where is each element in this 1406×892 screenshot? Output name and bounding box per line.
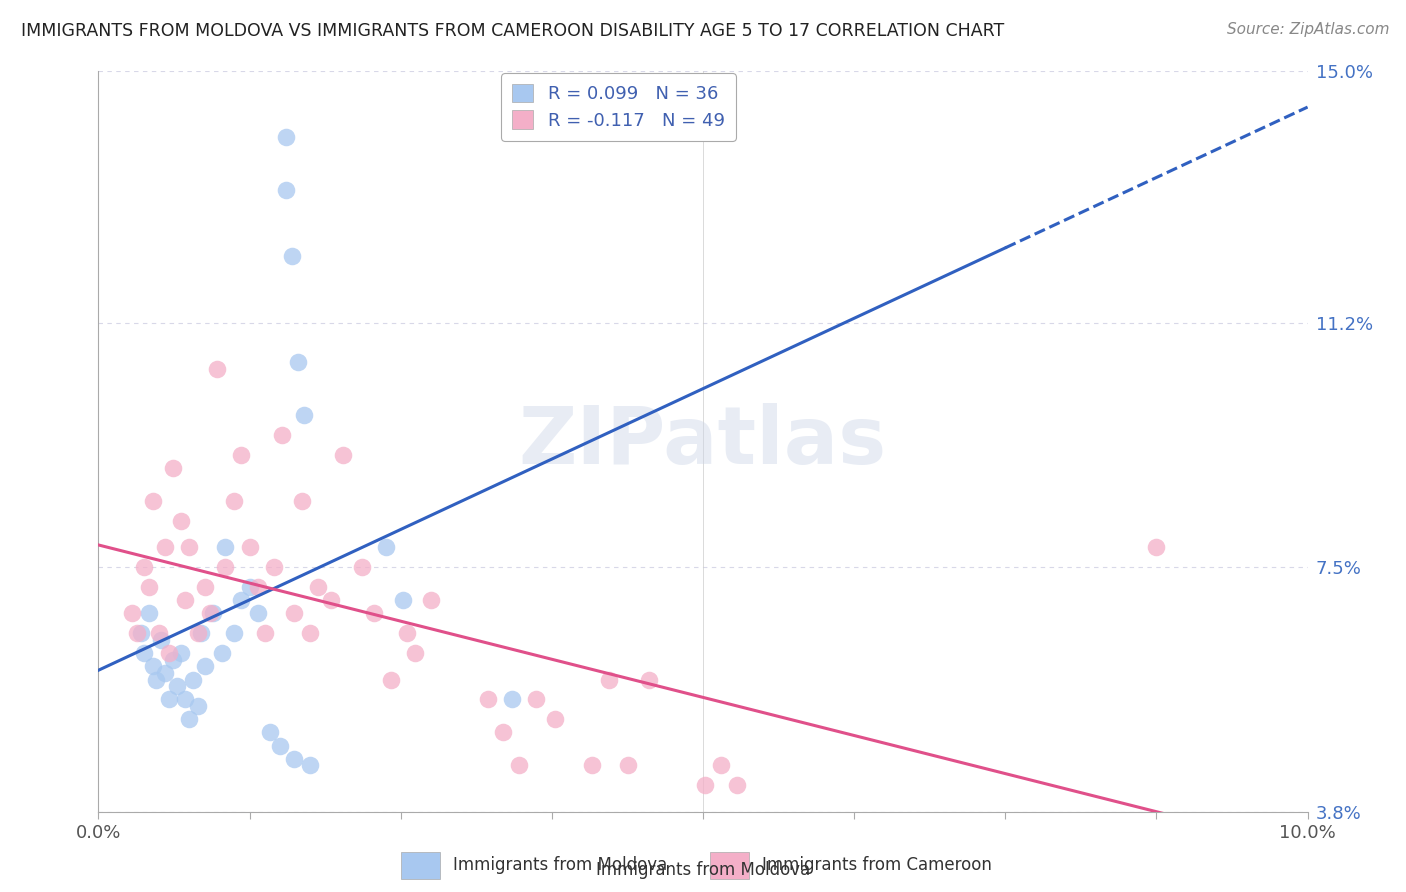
- Point: [166, 679, 188, 693]
- Point: [420, 593, 443, 607]
- Point: [138, 580, 160, 594]
- Point: [247, 580, 270, 594]
- Point: [194, 580, 217, 594]
- Point: [259, 725, 281, 739]
- Point: [598, 673, 620, 687]
- Legend: R = 0.099   N = 36, R = -0.117   N = 49: R = 0.099 N = 36, R = -0.117 N = 49: [501, 73, 735, 141]
- Point: [211, 646, 233, 660]
- Text: Immigrants from Moldova: Immigrants from Moldova: [453, 856, 666, 874]
- Point: [477, 692, 499, 706]
- Point: [269, 739, 291, 753]
- Point: [142, 659, 165, 673]
- Point: [153, 665, 176, 680]
- Point: [162, 461, 184, 475]
- Point: [395, 626, 418, 640]
- Point: [174, 692, 197, 706]
- Point: [332, 448, 354, 462]
- Point: [290, 494, 312, 508]
- Point: [350, 560, 373, 574]
- Point: [404, 646, 426, 660]
- Point: [299, 758, 322, 772]
- Point: [524, 692, 547, 706]
- Point: [308, 580, 330, 594]
- Point: [695, 778, 717, 792]
- Point: [202, 607, 225, 621]
- Point: [254, 626, 277, 640]
- Point: [145, 673, 167, 687]
- Point: [198, 607, 221, 621]
- Point: [281, 250, 304, 264]
- Point: [287, 355, 309, 369]
- Point: [205, 361, 228, 376]
- FancyBboxPatch shape: [401, 852, 440, 879]
- Point: [194, 659, 217, 673]
- Point: [299, 626, 322, 640]
- Point: [190, 626, 212, 640]
- Point: [222, 494, 245, 508]
- Text: ZIPatlas: ZIPatlas: [519, 402, 887, 481]
- Point: [181, 673, 204, 687]
- Point: [153, 541, 176, 555]
- Point: [292, 408, 315, 422]
- Point: [127, 626, 149, 640]
- Point: [157, 646, 180, 660]
- Point: [363, 607, 385, 621]
- Point: [162, 653, 184, 667]
- Point: [581, 758, 603, 772]
- Point: [637, 673, 659, 687]
- Point: [375, 541, 398, 555]
- Point: [239, 580, 262, 594]
- Point: [271, 428, 294, 442]
- Point: [229, 448, 252, 462]
- Point: [283, 752, 305, 766]
- Point: [247, 607, 270, 621]
- Point: [319, 593, 342, 607]
- Point: [142, 494, 165, 508]
- Point: [169, 514, 191, 528]
- Point: [492, 725, 515, 739]
- Point: [283, 607, 305, 621]
- Point: [148, 626, 170, 640]
- Text: IMMIGRANTS FROM MOLDOVA VS IMMIGRANTS FROM CAMEROON DISABILITY AGE 5 TO 17 CORRE: IMMIGRANTS FROM MOLDOVA VS IMMIGRANTS FR…: [21, 22, 1004, 40]
- Point: [380, 673, 402, 687]
- Point: [179, 541, 201, 555]
- Point: [617, 758, 640, 772]
- Point: [508, 758, 530, 772]
- Point: [179, 712, 201, 726]
- Point: [138, 607, 160, 621]
- Point: [544, 712, 567, 726]
- Point: [214, 560, 236, 574]
- Point: [229, 593, 252, 607]
- Point: [150, 632, 173, 647]
- Text: Source: ZipAtlas.com: Source: ZipAtlas.com: [1226, 22, 1389, 37]
- Point: [134, 560, 156, 574]
- Text: Immigrants from Moldova: Immigrants from Moldova: [596, 861, 810, 879]
- Point: [214, 541, 236, 555]
- Point: [274, 183, 297, 197]
- Point: [187, 626, 209, 640]
- Point: [134, 646, 156, 660]
- Point: [174, 593, 197, 607]
- Point: [129, 626, 152, 640]
- FancyBboxPatch shape: [710, 852, 749, 879]
- Point: [121, 607, 143, 621]
- Point: [187, 698, 209, 713]
- Point: [392, 593, 415, 607]
- Point: [157, 692, 180, 706]
- Point: [725, 778, 748, 792]
- Point: [169, 646, 191, 660]
- Point: [274, 130, 297, 145]
- Point: [239, 541, 262, 555]
- Point: [1146, 541, 1168, 555]
- Point: [263, 560, 285, 574]
- Text: Immigrants from Cameroon: Immigrants from Cameroon: [762, 856, 991, 874]
- Point: [222, 626, 245, 640]
- Point: [710, 758, 733, 772]
- Point: [501, 692, 523, 706]
